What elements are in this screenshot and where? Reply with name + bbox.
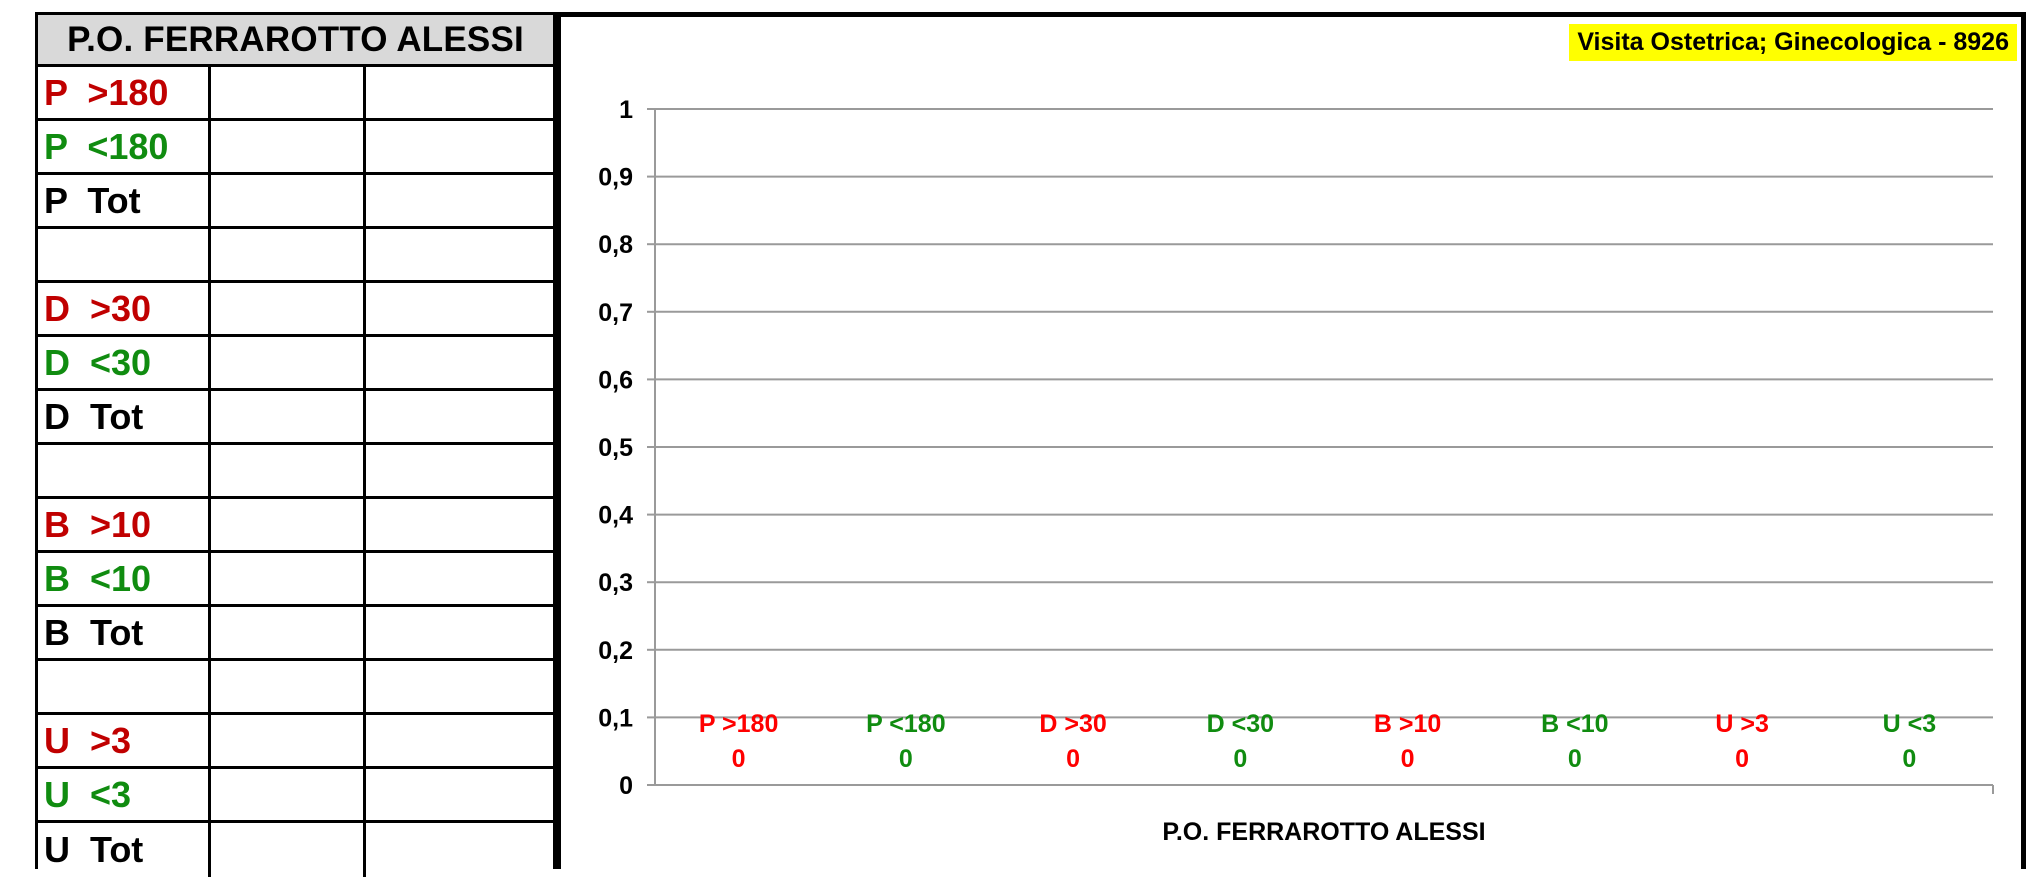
y-tick-label: 0 [619,772,633,800]
bar-category-label: P <180 [866,710,945,738]
row-value-cell [211,769,366,820]
table-row [38,229,553,283]
row-label: B <10 [38,553,211,604]
y-tick-label: 0,5 [598,434,633,462]
bar-category-label: D >30 [1039,710,1106,738]
row-value-cell [211,175,366,226]
row-value-cell [366,607,553,658]
table-body: P >180 P <180 P Tot D >30 D <30 D Tot B >10 B <… [38,67,553,877]
row-value-cell [211,229,366,280]
row-value-cell [211,283,366,334]
row-value-cell [211,553,366,604]
row-label: P <180 [38,121,211,172]
bar-value-label: 0 [1568,745,1582,773]
row-value-cell [366,445,553,496]
bar-category-label: B <10 [1541,710,1608,738]
bar-category-label: U <3 [1883,710,1937,738]
row-label: D >30 [38,283,211,334]
row-value-cell [366,391,553,442]
row-label: B Tot [38,607,211,658]
row-value-cell [366,553,553,604]
y-tick-label: 0,7 [598,299,633,327]
row-label: P Tot [38,175,211,226]
y-tick-label: 0,3 [598,569,633,597]
y-tick-label: 0,2 [598,637,633,665]
row-label: D <30 [38,337,211,388]
x-axis-label: P.O. FERRAROTTO ALESSI [1162,818,1485,846]
bar-value-label: 0 [1735,745,1749,773]
chart-panel: 0 0,1 0,2 0,3 0,4 0,5 0,6 0,7 0,8 0,9 1 P >180 0 P <1… [556,12,2026,869]
row-value-cell [211,121,366,172]
bar-value-label: 0 [732,745,746,773]
row-label: U Tot [38,823,211,877]
bar-category-label: B >10 [1374,710,1441,738]
row-value-cell [366,229,553,280]
table-row: B >10 [38,499,553,553]
row-value-cell [211,445,366,496]
table-row: B <10 [38,553,553,607]
y-tick-label: 0,4 [598,502,633,530]
table-row: U >3 [38,715,553,769]
table-row: D >30 [38,283,553,337]
bar-category-label: U >3 [1715,710,1769,738]
row-label [38,661,211,712]
row-label: P >180 [38,67,211,118]
row-value-cell [211,715,366,766]
y-tick-label: 1 [619,96,633,124]
row-value-cell [366,175,553,226]
table-row: P Tot [38,175,553,229]
row-value-cell [366,661,553,712]
table-title: P.O. FERRAROTTO ALESSI [38,15,553,67]
bar-category-label: P >180 [699,710,778,738]
table-row: U <3 [38,769,553,823]
row-value-cell [366,499,553,550]
y-tick-label: 0,6 [598,366,633,394]
bar-category-label: D <30 [1207,710,1274,738]
summary-table: P.O. FERRAROTTO ALESSI P >180 P <180 P Tot… [35,12,556,877]
table-row: B Tot [38,607,553,661]
row-label: U <3 [38,769,211,820]
row-value-cell [211,499,366,550]
table-row: U Tot [38,823,553,877]
table-row [38,445,553,499]
table-row: P <180 [38,121,553,175]
bar-chart: 0 0,1 0,2 0,3 0,4 0,5 0,6 0,7 0,8 0,9 1 P >180 0 P <1… [598,96,1994,846]
row-label: U >3 [38,715,211,766]
row-label [38,229,211,280]
row-value-cell [366,715,553,766]
row-value-cell [211,67,366,118]
y-tick-label: 0,8 [598,231,633,259]
bar-value-label: 0 [899,745,913,773]
table-row [38,661,553,715]
row-value-cell [211,661,366,712]
table-row: D <30 [38,337,553,391]
row-label: B >10 [38,499,211,550]
row-value-cell [366,283,553,334]
row-value-cell [366,337,553,388]
row-value-cell [211,337,366,388]
table-row: P >180 [38,67,553,121]
bar-value-label: 0 [1902,745,1916,773]
bar-value-label: 0 [1066,745,1080,773]
y-tick-label: 0,9 [598,164,633,192]
chart-legend: Visita Ostetrica; Ginecologica - 8926 [1569,24,2017,61]
row-label: D Tot [38,391,211,442]
row-value-cell [211,823,366,877]
bar-value-label: 0 [1401,745,1415,773]
row-value-cell [211,391,366,442]
bar-value-label: 0 [1233,745,1247,773]
row-value-cell [366,769,553,820]
y-tick-label: 0,1 [598,704,633,732]
row-value-cell [211,607,366,658]
row-label [38,445,211,496]
row-value-cell [366,121,553,172]
table-row: D Tot [38,391,553,445]
row-value-cell [366,67,553,118]
